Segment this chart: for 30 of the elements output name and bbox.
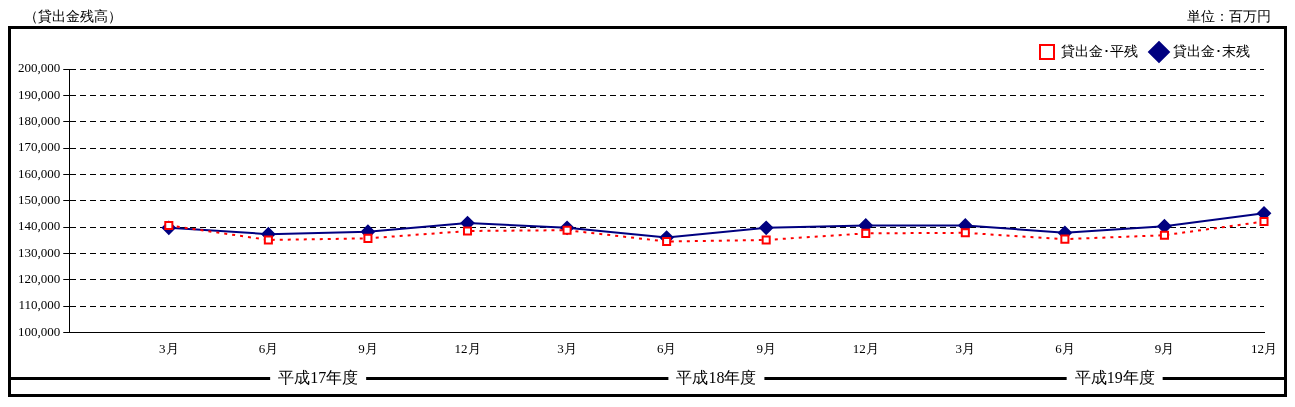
y-tick-label: 170,000: [18, 139, 61, 155]
x-tick-label: 9月: [1154, 340, 1175, 356]
y-tick-label: 140,000: [18, 218, 61, 234]
x-tick-label: 9月: [358, 340, 378, 356]
x-tick-label: 3月: [955, 340, 976, 356]
text: 平成17年度: [278, 368, 359, 386]
y-tick-label: 160,000: [18, 165, 61, 181]
y-tick-label: 110,000: [18, 297, 61, 313]
legend-label: 貸出金･平残: [1061, 43, 1138, 59]
y-tick-label: 180,000: [18, 113, 61, 129]
y-tick-label: 190,000: [18, 86, 61, 102]
text: 単位：百万円: [1187, 8, 1271, 26]
x-tick-label: 6月: [1055, 340, 1075, 356]
y-tick-label: 200,000: [18, 60, 61, 76]
text: 平成18年度: [676, 368, 757, 386]
x-tick-label: 12月: [852, 340, 879, 356]
text: （貸出金残高）: [24, 8, 122, 26]
y-tick-label: 100,000: [18, 323, 61, 339]
y-tick-label: 150,000: [18, 192, 61, 208]
x-tick-label: 12月: [1251, 340, 1277, 356]
x-tick-label: 6月: [656, 340, 677, 356]
text: 平成19年度: [1074, 368, 1155, 386]
x-tick-label: 3月: [159, 340, 179, 356]
x-tick-label: 3月: [557, 340, 577, 356]
legend-label: 貸出金･末残: [1173, 43, 1250, 59]
x-tick-label: 6月: [258, 340, 279, 356]
y-tick-label: 120,000: [18, 271, 61, 287]
y-tick-label: 130,000: [18, 244, 61, 260]
x-tick-label: 9月: [756, 340, 776, 356]
x-tick-label: 12月: [454, 340, 481, 356]
